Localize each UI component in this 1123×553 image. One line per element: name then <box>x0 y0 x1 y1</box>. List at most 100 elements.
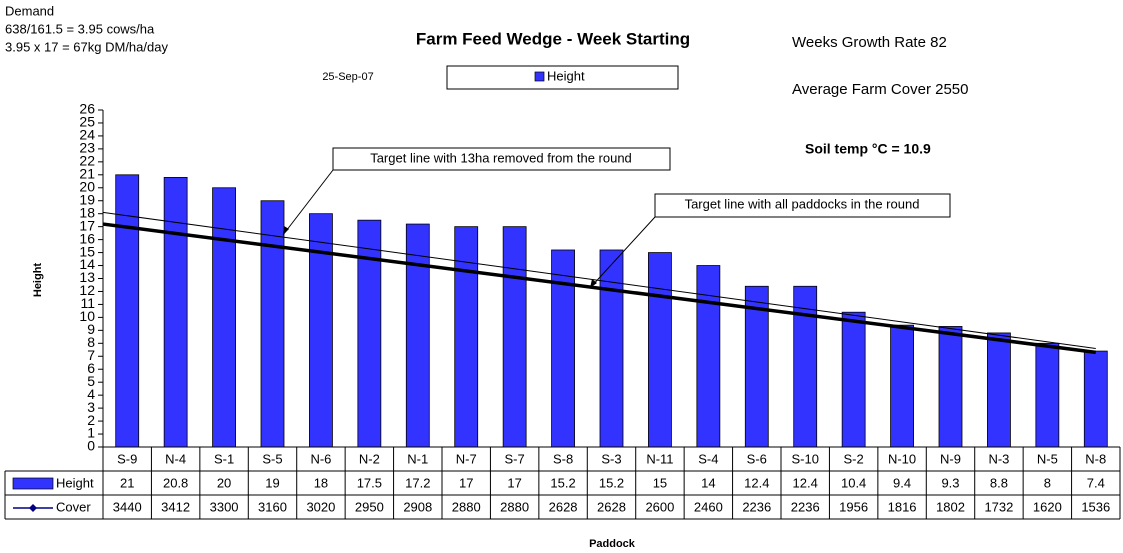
table-value: 2908 <box>403 499 432 514</box>
x-tick-label: N-7 <box>456 451 477 466</box>
y-tick-label: 16 <box>79 230 95 246</box>
x-tick-label: S-9 <box>117 451 137 466</box>
x-tick-label: S-10 <box>791 451 818 466</box>
legend-label: Height <box>56 475 94 490</box>
arrow-head <box>590 279 597 288</box>
table-value: 2950 <box>355 499 384 514</box>
note: 638/161.5 = 3.95 cows/ha <box>5 21 155 36</box>
table-value: 2460 <box>694 499 723 514</box>
table-value: 1732 <box>984 499 1013 514</box>
table-value: 3412 <box>161 499 190 514</box>
note: 3.95 x 17 = 67kg DM/ha/day <box>5 39 168 54</box>
x-tick-label: N-1 <box>407 451 428 466</box>
bar <box>502 226 527 448</box>
table-value: 17.5 <box>357 475 382 490</box>
bar <box>163 176 188 448</box>
y-tick-label: 25 <box>79 114 95 130</box>
x-tick-label: N-5 <box>1037 451 1058 466</box>
x-tick-label: N-2 <box>359 451 380 466</box>
table-value: 8 <box>1044 475 1051 490</box>
table-value: 2880 <box>500 499 529 514</box>
y-tick-label: 21 <box>79 166 95 182</box>
callout-arrow <box>589 216 656 289</box>
y-tick-label: 9 <box>87 321 95 337</box>
bar <box>260 200 285 448</box>
soil-temp: Soil temp °C = 10.9 <box>805 141 931 157</box>
table-value: 20.8 <box>163 475 188 490</box>
bar <box>454 226 479 448</box>
x-tick-label: N-3 <box>988 451 1009 466</box>
y-tick-label: 14 <box>79 256 95 272</box>
bar <box>890 324 914 448</box>
y-tick-label: 8 <box>87 334 95 350</box>
x-tick-label: S-5 <box>262 451 282 466</box>
table-value: 2628 <box>597 499 626 514</box>
chart-title: Farm Feed Wedge - Week Starting <box>416 29 690 48</box>
bar <box>793 285 818 448</box>
table-value: 17 <box>507 475 521 490</box>
table-value: 12.4 <box>793 475 818 490</box>
x-axis-label: Paddock <box>589 538 636 550</box>
bar <box>1035 342 1060 448</box>
y-tick-label: 19 <box>79 191 95 207</box>
legend <box>446 65 679 90</box>
table-value: 2600 <box>645 499 674 514</box>
callout <box>332 147 671 171</box>
bar <box>212 187 236 448</box>
table-value: 9.3 <box>941 475 959 490</box>
y-tick-label: 3 <box>87 399 95 415</box>
legend-label: Cover <box>56 499 91 514</box>
table-value: 1620 <box>1033 499 1062 514</box>
y-tick-label: 0 <box>87 438 95 454</box>
y-tick-label: 18 <box>79 204 95 220</box>
x-tick-label: S-8 <box>553 451 573 466</box>
callout <box>654 193 951 218</box>
bar <box>405 223 430 448</box>
y-tick-label: 2 <box>87 412 95 428</box>
y-tick-label: 10 <box>79 308 95 324</box>
y-axis-label: Height <box>32 263 44 298</box>
table-value: 12.4 <box>744 475 769 490</box>
table-value: 2628 <box>549 499 578 514</box>
x-tick-label: S-2 <box>844 451 864 466</box>
y-tick-label: 17 <box>79 217 95 233</box>
x-tick-label: S-6 <box>747 451 767 466</box>
table-value: 15 <box>653 475 667 490</box>
y-tick-label: 20 <box>79 178 95 194</box>
table-value: 3160 <box>258 499 287 514</box>
stat: Weeks Growth Rate 82 <box>792 34 947 51</box>
bar <box>987 332 1011 448</box>
table-value: 3020 <box>306 499 335 514</box>
bar <box>1083 350 1108 448</box>
callout-arrow <box>282 169 334 236</box>
legend-label: Height <box>547 68 585 83</box>
table-value: 2236 <box>742 499 771 514</box>
table-value: 10.4 <box>841 475 866 490</box>
x-tick-label: N-11 <box>646 451 673 466</box>
bar <box>648 252 672 448</box>
y-tick-label: 22 <box>79 153 95 169</box>
y-tick-label: 23 <box>79 140 95 156</box>
legend-key <box>12 477 54 490</box>
y-tick-label: 5 <box>87 373 95 389</box>
table-value: 2880 <box>452 499 481 514</box>
y-tick-label: 15 <box>79 243 95 259</box>
table-value: 3300 <box>210 499 239 514</box>
y-tick-label: 4 <box>87 386 95 402</box>
x-tick-label: N-10 <box>888 451 916 466</box>
bar <box>551 249 575 448</box>
note: Demand <box>5 3 54 18</box>
stat: Average Farm Cover 2550 <box>792 81 968 98</box>
table-value: 17.2 <box>405 475 430 490</box>
x-tick-label: N-8 <box>1085 451 1106 466</box>
table-value: 20 <box>217 475 231 490</box>
table-value: 18 <box>314 475 328 490</box>
bar <box>309 213 333 448</box>
table-value: 2236 <box>791 499 820 514</box>
table-value: 15.2 <box>550 475 575 490</box>
table-value: 17 <box>459 475 473 490</box>
table-value: 9.4 <box>893 475 911 490</box>
date: 25-Sep-07 <box>322 71 373 83</box>
x-tick-label: S-3 <box>601 451 621 466</box>
